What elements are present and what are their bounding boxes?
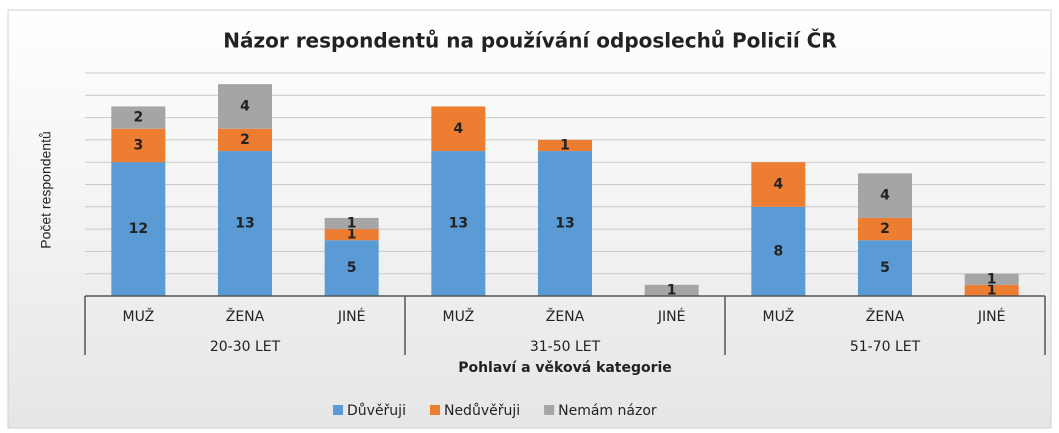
chart-title: Názor respondentů na používání odposlech…: [223, 29, 836, 53]
legend-label: Důvěřuji: [347, 403, 406, 419]
bar-segment: [324, 229, 379, 241]
y-axis-title: Počet respondentů: [38, 131, 54, 249]
bar-segment: [218, 84, 272, 129]
data-label: 8: [773, 243, 783, 259]
data-label: 13: [555, 216, 574, 232]
x-tick-label: MUŽ: [762, 307, 794, 325]
x-tick-label: ŽENA: [546, 307, 585, 325]
legend-label: Nedůvěřuji: [444, 403, 520, 419]
data-label: 4: [453, 121, 463, 137]
legend-swatch: [333, 405, 343, 415]
bar-segment: [111, 106, 166, 129]
data-label: 1: [347, 216, 357, 232]
data-label: 3: [133, 137, 143, 153]
bar-segment: [218, 151, 272, 296]
data-label: 12: [129, 221, 148, 237]
data-label: 4: [240, 98, 250, 114]
group-label: 31-50 LET: [530, 339, 601, 355]
bar-segment: [324, 217, 379, 230]
bar-segment: [858, 217, 912, 241]
bar-segment: [964, 273, 1019, 285]
legend-swatch: [544, 405, 555, 415]
bar-segment: [644, 284, 699, 296]
x-axis-title: Pohlaví a věková kategorie: [458, 360, 672, 376]
x-tick-label: ŽENA: [226, 307, 265, 325]
bar-segment: [111, 162, 166, 296]
bar-segment: [538, 151, 592, 296]
bar-segment: [858, 240, 912, 296]
data-label: 1: [347, 227, 357, 243]
bar-segment: [431, 151, 486, 296]
data-label: 5: [347, 260, 357, 276]
data-label: 13: [449, 216, 468, 232]
x-tick-label: JINÉ: [657, 308, 686, 325]
bar-segment: [964, 284, 1019, 296]
legend-label: Nemám názor: [558, 403, 657, 419]
bar-segment: [324, 240, 379, 296]
data-label: 2: [880, 221, 890, 237]
group-label: 20-30 LET: [210, 339, 281, 355]
bar-segment: [751, 162, 806, 207]
data-label: 1: [560, 137, 570, 153]
data-label: 1: [987, 282, 997, 298]
data-label: 13: [235, 216, 254, 232]
bar-segment: [431, 106, 486, 152]
x-tick-label: MUŽ: [442, 307, 474, 325]
data-label: 2: [240, 132, 250, 148]
data-label: 1: [667, 282, 677, 298]
bar-segment: [751, 206, 806, 296]
data-label: 5: [880, 260, 890, 276]
data-label: 4: [880, 188, 890, 204]
bar-segment: [538, 139, 592, 152]
bar-segment: [858, 173, 912, 218]
x-tick-label: JINÉ: [977, 308, 1006, 325]
x-tick-label: MUŽ: [122, 307, 154, 325]
bar-segment: [111, 128, 166, 163]
data-label: 2: [133, 110, 143, 126]
bar-segment: [218, 128, 272, 152]
data-label: 1: [987, 271, 997, 287]
group-label: 51-70 LET: [850, 339, 921, 355]
legend-swatch: [429, 405, 440, 415]
x-tick-label: JINÉ: [337, 308, 366, 325]
x-tick-label: ŽENA: [866, 307, 905, 325]
data-label: 4: [773, 177, 783, 193]
